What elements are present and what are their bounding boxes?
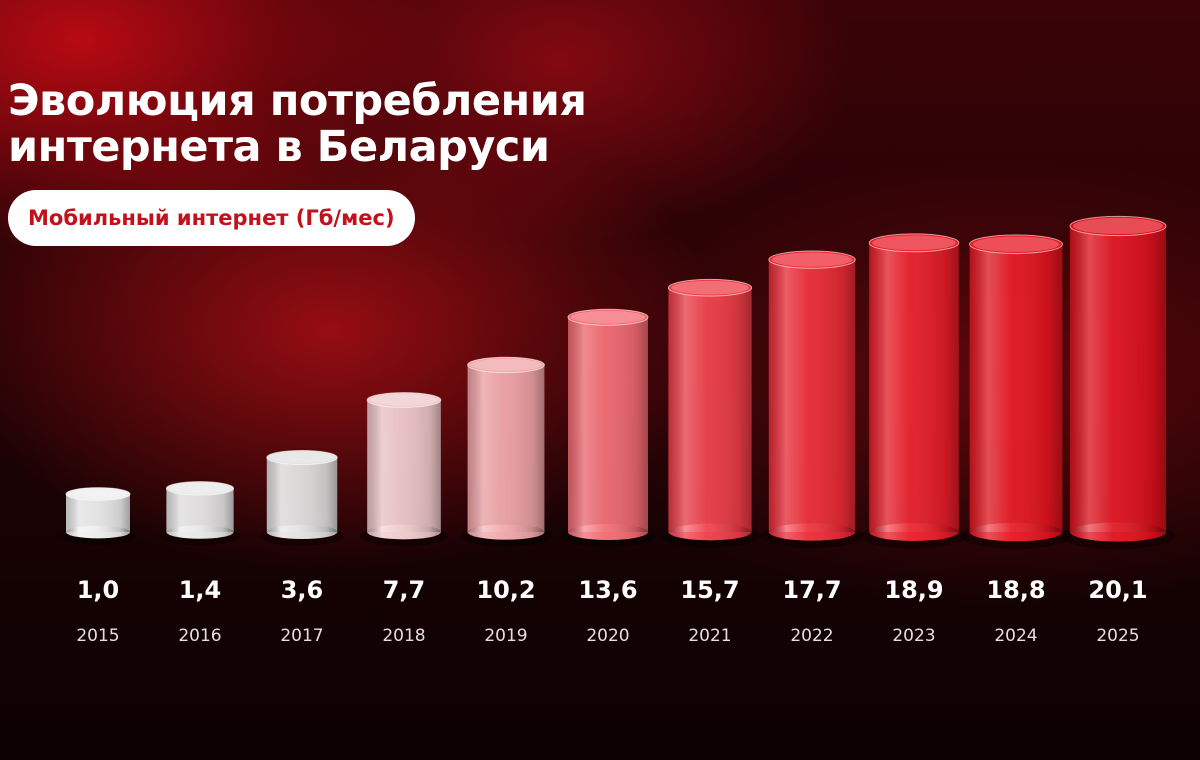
bar-top	[165, 481, 235, 496]
value-label: 15,7	[680, 576, 739, 604]
bar-shine	[367, 399, 441, 532]
bar-shine	[768, 259, 856, 532]
bar-bottom-shine	[66, 525, 130, 539]
bar-bottom-shine	[467, 524, 545, 540]
subtitle-pill: Мобильный интернет (Гб/мес)	[8, 190, 415, 246]
value-label: 17,7	[782, 576, 841, 604]
bar-top	[868, 233, 960, 253]
value-label: 13,6	[578, 576, 637, 604]
bar-top	[266, 449, 338, 466]
bar-top	[969, 234, 1063, 255]
bar-bottom-shine	[367, 524, 441, 540]
bar-top	[667, 278, 753, 297]
bar-top	[467, 356, 545, 374]
x-tick-label: 2019	[484, 626, 527, 646]
bar-top	[366, 392, 442, 408]
bar-top-gloss	[872, 235, 956, 251]
bar-shine	[869, 242, 959, 532]
bar-shine	[266, 457, 338, 532]
bar-bottom-shine	[869, 523, 959, 541]
bar-bottom-shine	[166, 525, 234, 539]
value-label: 18,9	[884, 576, 943, 604]
bar-shine	[969, 244, 1063, 532]
bar-top-gloss	[671, 280, 749, 295]
x-tick-label: 2023	[892, 626, 935, 646]
bar-top-gloss	[771, 252, 853, 267]
bar-top-gloss	[1073, 217, 1163, 235]
bar-top-gloss	[972, 236, 1060, 253]
bar-bottom-shine	[568, 524, 648, 540]
x-tick-label: 2016	[178, 626, 221, 646]
bar-top-gloss	[571, 310, 645, 324]
bar-bottom-shine	[1070, 522, 1166, 542]
x-tick-label: 2020	[586, 626, 629, 646]
bar-bottom-shine	[266, 524, 338, 540]
value-label: 20,1	[1088, 576, 1147, 604]
x-tick-label: 2022	[790, 626, 833, 646]
bar-top-gloss	[269, 451, 335, 464]
x-tick-label: 2021	[688, 626, 731, 646]
bar-top-gloss	[169, 483, 231, 494]
bar-top	[768, 250, 856, 269]
bar-top-gloss	[470, 358, 542, 372]
x-tick-label: 2017	[280, 626, 323, 646]
bar-shine	[166, 488, 234, 532]
x-tick-label: 2015	[76, 626, 119, 646]
chart-title: Эволюция потребления интернета в Беларус…	[8, 76, 587, 172]
bar-shine	[668, 287, 752, 532]
bar-shine	[1070, 226, 1166, 532]
bar-bottom-shine	[969, 522, 1063, 542]
value-label: 1,0	[77, 576, 120, 604]
value-label: 3,6	[281, 576, 324, 604]
bar-shine	[467, 364, 545, 532]
bar-top	[567, 308, 649, 326]
bar-top	[1069, 215, 1167, 237]
x-tick-label: 2024	[994, 626, 1037, 646]
bar-top-gloss	[370, 394, 438, 406]
value-label: 7,7	[383, 576, 426, 604]
bar-top-gloss	[69, 489, 127, 499]
bar-top	[65, 487, 131, 501]
bar-bottom-shine	[668, 523, 752, 541]
bar-bottom-shine	[768, 523, 856, 541]
value-label: 10,2	[476, 576, 535, 604]
x-tick-label: 2025	[1096, 626, 1139, 646]
bar-shine	[568, 317, 648, 532]
value-label: 1,4	[179, 576, 222, 604]
value-label: 18,8	[986, 576, 1045, 604]
x-tick-label: 2018	[382, 626, 425, 646]
